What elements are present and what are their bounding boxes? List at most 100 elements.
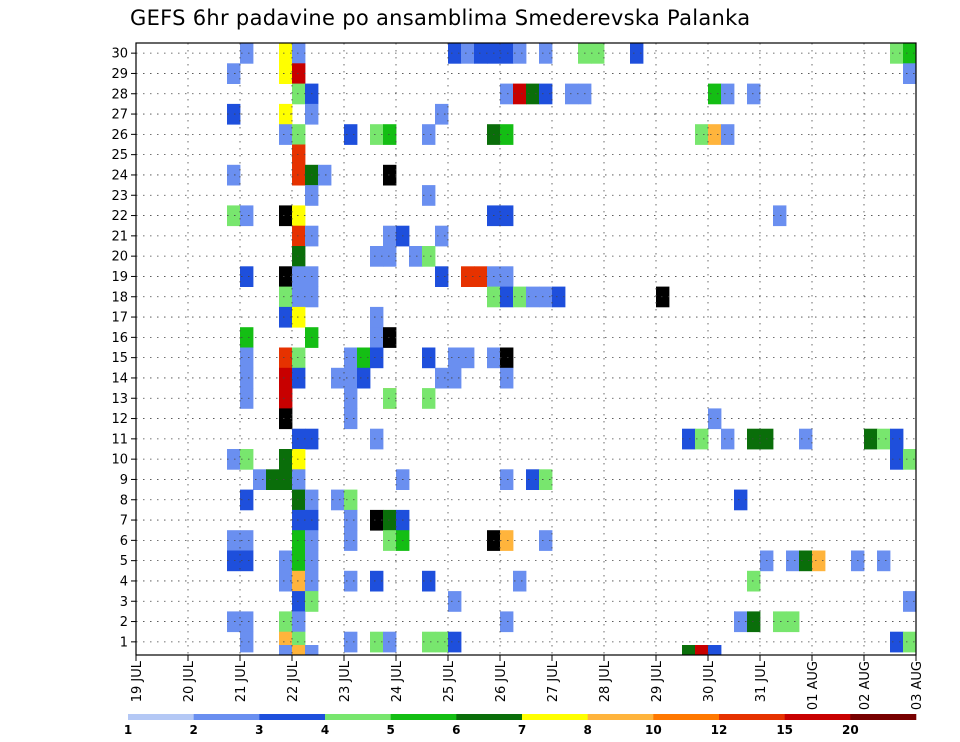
heatmap-cell [292, 225, 306, 247]
heatmap-cell [383, 509, 397, 531]
heatmap-cell [344, 367, 358, 389]
heatmap-cell [227, 63, 241, 84]
heatmap-cell [279, 205, 293, 227]
y-tick-label: 2 [120, 615, 128, 630]
heatmap-cell [370, 327, 384, 348]
heatmap-cell [370, 428, 384, 450]
heatmap-cell [565, 83, 579, 105]
heatmap-cell [292, 611, 306, 633]
heatmap-cell [448, 631, 462, 653]
heatmap-cell [292, 164, 306, 186]
heatmap-cell [799, 428, 813, 450]
heatmap-cell [708, 645, 722, 656]
heatmap-cell [240, 489, 254, 511]
heatmap-cell [240, 43, 254, 64]
heatmap-cell [786, 611, 800, 633]
heatmap-cell [279, 611, 293, 633]
y-tick-label: 22 [111, 209, 128, 224]
colorbar-segment [128, 714, 194, 720]
heatmap-cell [500, 124, 514, 145]
heatmap-cell [227, 449, 241, 470]
heatmap-cell [890, 631, 904, 653]
y-tick-label: 18 [111, 290, 128, 305]
heatmap-cell [773, 205, 787, 227]
heatmap-cell [292, 449, 306, 470]
colorbar-segment [259, 714, 326, 720]
heatmap-cell [240, 327, 254, 348]
x-tick-label: 28 JUL [598, 660, 613, 702]
heatmap-cell [318, 164, 332, 186]
heatmap-cell [864, 428, 878, 450]
colorbar-segment [193, 714, 260, 720]
heatmap-cell [539, 83, 553, 105]
heatmap-cell [344, 530, 358, 551]
heatmap-cell [409, 246, 423, 267]
heatmap-cell [539, 469, 553, 490]
heatmap-cell [292, 591, 306, 612]
heatmap-cell [682, 645, 696, 656]
heatmap-cell [513, 43, 527, 64]
heatmap-cell [292, 530, 306, 551]
heatmap-cell [292, 347, 306, 369]
colorbar-label: 5 [386, 723, 394, 737]
heatmap-cell [513, 83, 527, 105]
heatmap-cell [383, 327, 397, 348]
heatmap-cell [227, 530, 241, 551]
heatmap-cell [708, 124, 722, 145]
heatmap-cell [344, 631, 358, 653]
heatmap-cell [279, 103, 293, 125]
y-tick-label: 5 [120, 554, 128, 569]
heatmap-cell [227, 205, 241, 227]
heatmap-cell [500, 205, 514, 227]
heatmap-cell [383, 246, 397, 267]
heatmap-cell [383, 225, 397, 247]
heatmap-cell [500, 286, 514, 308]
heatmap-cell [292, 43, 306, 64]
heatmap-cell [500, 530, 514, 551]
y-tick-label: 24 [111, 168, 128, 183]
heatmap-cell [305, 645, 319, 656]
heatmap-cell [474, 43, 488, 64]
heatmap-cell [370, 631, 384, 653]
heatmap-cell [435, 631, 449, 653]
y-tick-label: 30 [111, 47, 128, 62]
heatmap-cell [435, 103, 449, 125]
heatmap-cell [279, 645, 293, 656]
colorbar-segment [390, 714, 457, 720]
heatmap-cell [240, 347, 254, 369]
heatmap-cell [292, 246, 306, 267]
heatmap-cell [435, 367, 449, 389]
heatmap-cell [656, 286, 670, 308]
x-tick-label: 25 JUL [442, 660, 457, 702]
y-tick-label: 12 [111, 412, 128, 427]
heatmap-cell [383, 388, 397, 409]
y-tick-label: 7 [120, 514, 128, 529]
y-tick-label: 14 [111, 371, 128, 386]
x-tick-label: 22 JUL [286, 660, 301, 702]
heatmap-cell [383, 124, 397, 145]
heatmap-cell [435, 225, 449, 247]
heatmap-cell [539, 286, 553, 308]
heatmap-cell [903, 43, 917, 64]
heatmap-cell [708, 408, 722, 430]
heatmap-cell [773, 611, 787, 633]
heatmap-cell [500, 469, 514, 490]
y-tick-label: 4 [120, 574, 128, 589]
heatmap-cell [500, 83, 514, 105]
heatmap-cell [370, 509, 384, 531]
heatmap-cell [747, 611, 761, 633]
heatmap-cell [240, 449, 254, 470]
heatmap-cell [812, 550, 826, 572]
x-tick-label: 20 JUL [182, 660, 197, 702]
heatmap-cell [383, 631, 397, 653]
y-tick-label: 28 [111, 87, 128, 102]
heatmap-cell [240, 550, 254, 572]
colorbar-segment [456, 714, 523, 720]
y-tick-label: 19 [111, 270, 128, 285]
x-tick-label: 29 JUL [650, 660, 665, 702]
heatmap-cell [695, 428, 709, 450]
y-tick-label: 16 [111, 331, 128, 346]
heatmap-cell [292, 509, 306, 531]
y-tick-label: 26 [111, 128, 128, 143]
colorbar-label: 3 [255, 723, 263, 737]
